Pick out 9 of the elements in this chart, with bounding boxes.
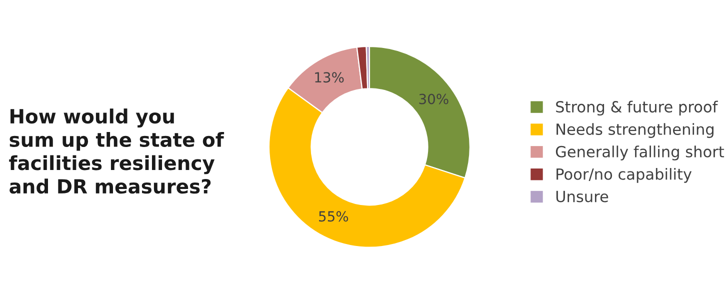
legend-label: Poor/no capability [556,168,692,183]
legend-label: Strong & future proof [556,100,718,116]
legend-label: Needs strengthening [556,123,714,138]
text: How would you sum up the state of facilities resiliency and DR measures? [9,108,224,194]
data-label: 13% [315,72,344,83]
legend-label: Unsure [556,190,608,202]
data-label: 30% [419,94,448,104]
data-label: 55% [319,211,348,222]
legend-label: Generally falling short [556,146,724,160]
